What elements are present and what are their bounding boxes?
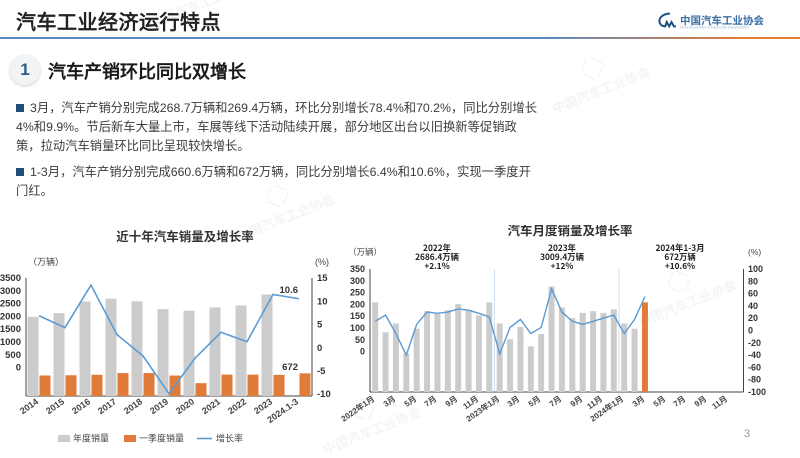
svg-text:40: 40 <box>748 301 758 311</box>
svg-text:150: 150 <box>350 311 365 321</box>
svg-text:汽车月度销量及增长率: 汽车月度销量及增长率 <box>507 225 632 239</box>
svg-text:9月: 9月 <box>693 394 708 409</box>
svg-text:+2.1%: +2.1% <box>424 260 449 272</box>
svg-text:350: 350 <box>350 264 365 274</box>
svg-text:（万辆）: （万辆） <box>28 255 64 268</box>
svg-text:80: 80 <box>748 276 758 286</box>
svg-text:2019: 2019 <box>148 396 170 416</box>
svg-text:5月: 5月 <box>403 394 418 409</box>
svg-text:5月: 5月 <box>527 394 542 409</box>
svg-text:2020: 2020 <box>174 396 196 416</box>
svg-text:2000: 2000 <box>0 311 21 322</box>
svg-text:0: 0 <box>317 343 322 354</box>
svg-text:100: 100 <box>748 264 763 274</box>
svg-text:20: 20 <box>748 313 758 323</box>
svg-text:-10: -10 <box>317 389 331 400</box>
svg-text:-60: -60 <box>748 362 761 372</box>
svg-text:+12%: +12% <box>551 260 574 272</box>
svg-text:300: 300 <box>350 276 365 286</box>
svg-text:2017: 2017 <box>96 396 118 416</box>
svg-text:0: 0 <box>360 347 365 357</box>
svg-text:1500: 1500 <box>0 324 21 335</box>
svg-text:3月: 3月 <box>506 394 521 409</box>
svg-text:2018: 2018 <box>122 396 144 416</box>
svg-text:2500: 2500 <box>0 299 21 310</box>
svg-text:-5: -5 <box>317 366 326 377</box>
svg-text:10: 10 <box>317 296 328 307</box>
svg-text:-40: -40 <box>748 350 761 360</box>
svg-text:9月: 9月 <box>444 394 459 409</box>
svg-text:200: 200 <box>350 299 365 309</box>
svg-text:50: 50 <box>355 335 365 345</box>
svg-text:一季度销量: 一季度销量 <box>139 432 184 445</box>
svg-text:672: 672 <box>282 362 298 373</box>
svg-text:-20: -20 <box>748 338 761 348</box>
svg-text:2016: 2016 <box>70 396 92 416</box>
svg-text:0: 0 <box>16 363 21 374</box>
svg-text:-80: -80 <box>748 375 761 385</box>
svg-text:7月: 7月 <box>548 394 563 409</box>
svg-text:2022年1月: 2022年1月 <box>340 393 376 423</box>
svg-text:11月: 11月 <box>710 394 729 411</box>
svg-text:3000: 3000 <box>0 286 21 297</box>
svg-text:近十年汽车销量及增长率: 近十年汽车销量及增长率 <box>116 226 254 245</box>
svg-text:2022: 2022 <box>226 396 248 416</box>
svg-text:(%): (%) <box>748 247 761 257</box>
svg-text:3月: 3月 <box>382 394 397 409</box>
svg-text:7月: 7月 <box>423 394 438 409</box>
svg-text:5月: 5月 <box>652 394 667 409</box>
svg-text:500: 500 <box>5 350 21 361</box>
svg-text:100: 100 <box>350 323 365 333</box>
svg-text:-100: -100 <box>748 387 766 397</box>
svg-text:3月: 3月 <box>631 394 646 409</box>
svg-text:+10.6%: +10.6% <box>665 260 695 272</box>
svg-text:60: 60 <box>748 289 758 299</box>
svg-text:1000: 1000 <box>0 337 21 348</box>
svg-text:9月: 9月 <box>569 394 584 409</box>
svg-text:（万辆）: （万辆） <box>348 246 382 258</box>
svg-text:15: 15 <box>317 273 328 284</box>
svg-text:10.6: 10.6 <box>280 285 299 296</box>
svg-text:2014: 2014 <box>18 396 40 416</box>
svg-text:250: 250 <box>350 288 365 298</box>
svg-text:增长率: 增长率 <box>216 432 243 445</box>
svg-text:5: 5 <box>317 320 323 331</box>
svg-text:3500: 3500 <box>0 273 21 284</box>
svg-text:2015: 2015 <box>44 396 66 416</box>
svg-text:(%): (%) <box>315 257 329 267</box>
svg-text:0: 0 <box>748 326 753 336</box>
svg-text:China Association of Automobil: China Association of Automobile Manufact… <box>680 25 749 29</box>
svg-text:2021: 2021 <box>200 396 222 416</box>
svg-text:年度销量: 年度销量 <box>73 432 109 445</box>
svg-text:7月: 7月 <box>672 394 687 409</box>
